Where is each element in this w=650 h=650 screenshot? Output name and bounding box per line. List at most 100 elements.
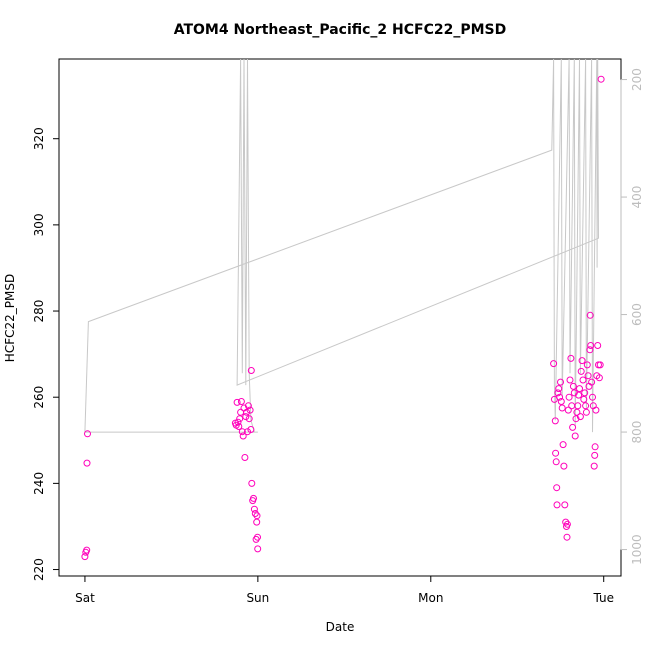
data-point <box>597 75 605 83</box>
y2-tick-label: 200 <box>630 68 644 91</box>
data-point <box>247 367 255 374</box>
data-point <box>241 454 249 461</box>
data-point <box>553 484 561 492</box>
data-point <box>582 408 590 416</box>
data-point <box>244 402 252 410</box>
data-point <box>248 479 256 487</box>
data-point <box>238 428 246 436</box>
data-point <box>562 518 570 526</box>
data-point <box>596 361 604 369</box>
chart-title: ATOM4 Northeast_Pacific_2 HCFC22_PMSD <box>174 22 507 38</box>
x-tick-label: Mon <box>418 591 443 605</box>
data-point <box>239 432 247 440</box>
y2-tick-label: 800 <box>630 421 644 444</box>
x-tick-label: Sat <box>75 591 95 605</box>
y2-tick-label: 400 <box>630 186 644 209</box>
y-tick-label: 220 <box>32 558 46 581</box>
data-point <box>83 546 91 554</box>
data-point <box>581 389 589 397</box>
data-point <box>250 505 258 513</box>
data-point <box>251 510 259 517</box>
data-point <box>560 462 568 470</box>
data-point <box>571 432 579 440</box>
data-point <box>592 406 600 414</box>
data-point <box>235 423 243 430</box>
data-point <box>559 441 567 449</box>
data-point <box>574 402 582 410</box>
data-point <box>588 378 596 386</box>
data-point <box>567 354 575 362</box>
data-point <box>81 553 89 561</box>
data-point <box>237 398 245 405</box>
y2-tick-label: 1000 <box>630 534 644 565</box>
data-point <box>553 501 561 509</box>
data-point <box>253 518 261 526</box>
x-axis: Sat Sun Mon Tue <box>75 575 614 605</box>
data-point <box>250 494 257 502</box>
series-line-layer <box>84 58 600 433</box>
data-point <box>558 404 566 412</box>
data-point <box>554 389 562 397</box>
data-point <box>555 385 563 393</box>
data-point <box>551 417 559 425</box>
y-tick-label: 300 <box>32 213 46 236</box>
data-point <box>243 408 251 416</box>
data-point <box>586 346 594 354</box>
y-tick-label: 280 <box>32 300 46 323</box>
data-point <box>591 451 599 459</box>
data-point <box>580 395 588 403</box>
y-tick-label: 320 <box>32 127 46 150</box>
data-point <box>570 389 578 397</box>
data-point <box>595 374 603 382</box>
data-point <box>552 449 560 457</box>
series-line <box>84 58 600 433</box>
y2-tick-label: 600 <box>630 303 644 326</box>
data-point <box>590 462 598 470</box>
data-point <box>569 382 577 390</box>
data-point <box>254 533 261 541</box>
data-point <box>246 406 254 414</box>
x-axis-label: Date <box>326 620 355 634</box>
data-point <box>572 415 580 423</box>
data-point <box>253 512 261 520</box>
data-point <box>561 501 569 509</box>
y-axis: 220 240 260 280 300 320 <box>32 127 60 581</box>
data-point <box>575 391 583 399</box>
data-point <box>576 413 584 421</box>
data-point <box>584 372 592 380</box>
data-point <box>233 398 241 406</box>
data-point <box>557 398 565 405</box>
data-point <box>564 406 572 414</box>
y-tick-label: 260 <box>32 386 46 409</box>
data-point <box>84 430 91 438</box>
data-point <box>552 458 560 466</box>
data-point <box>587 342 595 349</box>
y2-axis: 200 400 600 800 1000 <box>620 68 644 565</box>
data-point <box>566 376 574 384</box>
data-point <box>550 360 558 368</box>
series-points-layer <box>81 75 605 561</box>
data-point <box>242 413 250 421</box>
data-point <box>586 311 594 319</box>
data-point <box>594 342 602 349</box>
data-point <box>579 376 587 384</box>
data-point <box>565 393 573 401</box>
data-point <box>234 418 242 426</box>
data-point <box>568 402 576 410</box>
y-axis-label: HCFC22_PMSD <box>3 274 17 362</box>
data-point <box>236 415 244 423</box>
data-point <box>573 408 581 416</box>
plot-frame <box>58 58 622 577</box>
data-point <box>577 367 585 375</box>
data-point <box>589 393 596 401</box>
data-point <box>583 361 591 369</box>
y-tick-label: 240 <box>32 472 46 495</box>
data-point <box>254 545 262 553</box>
data-point <box>578 357 586 365</box>
data-point <box>582 402 590 410</box>
x-tick-label: Sun <box>246 591 269 605</box>
data-point <box>556 393 564 401</box>
data-point <box>563 533 571 541</box>
data-point <box>569 423 577 431</box>
